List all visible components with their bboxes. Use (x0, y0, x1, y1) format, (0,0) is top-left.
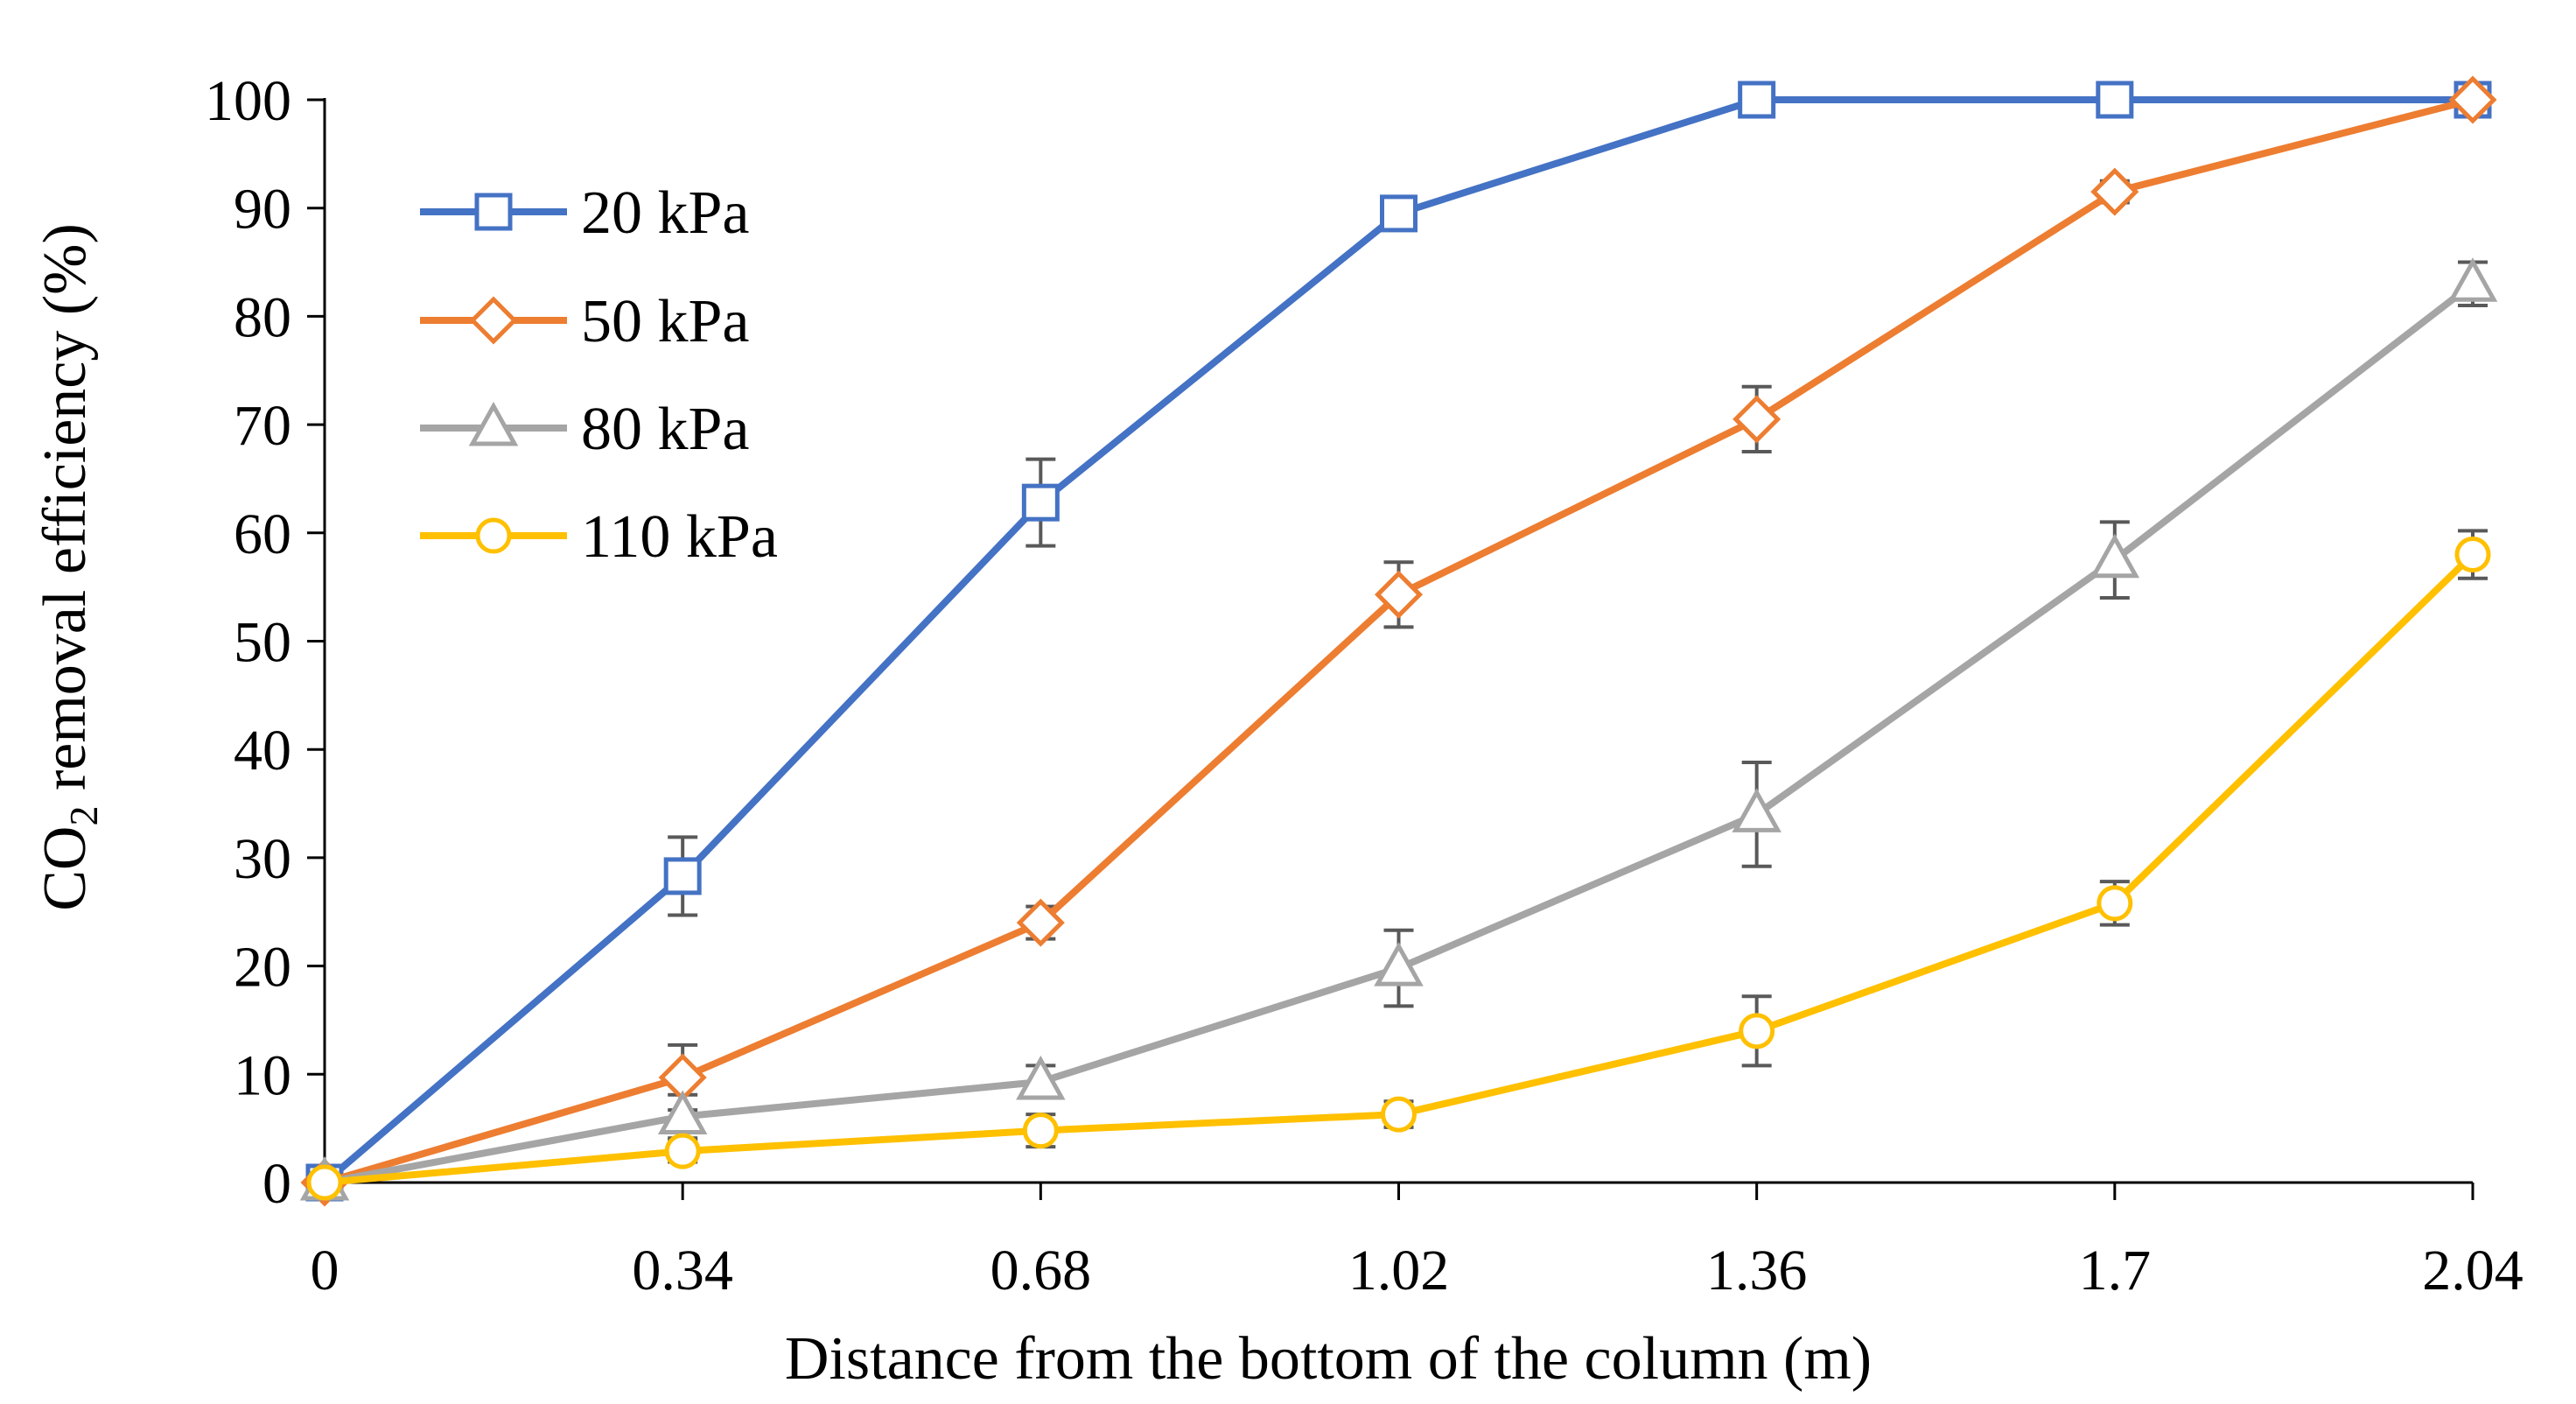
data-point-marker (1016, 898, 1065, 947)
y-tick-label: 70 (234, 394, 291, 458)
data-point-marker (2448, 75, 2497, 124)
data-point-marker (1381, 1096, 1417, 1133)
y-tick-label: 50 (234, 611, 291, 675)
y-tick-label: 40 (234, 719, 291, 783)
data-point-marker (1021, 483, 1060, 522)
data-point-marker (2090, 533, 2140, 579)
legend-label: 80 kPa (581, 396, 750, 463)
data-point-marker (1732, 395, 1782, 444)
series-line (321, 96, 2476, 1186)
legend-item: 80 kPa (420, 396, 750, 463)
data-point-marker (2454, 537, 2491, 573)
y-tick-label: 100 (205, 69, 291, 133)
series-layer (299, 75, 2498, 1207)
data-point-marker (1016, 1055, 1066, 1100)
axes-layer: 0 10 20 30 40 50 60 70 80 90 100 0 0.34 0.68 1.02 1.36 1… (205, 69, 2524, 1302)
data-point-marker (2090, 167, 2139, 216)
data-point-marker (1738, 81, 1776, 119)
series-line (321, 96, 2476, 1186)
y-tick-label: 60 (234, 502, 291, 566)
legend-label: 110 kPa (581, 503, 778, 571)
x-tick-label: 1.7 (2079, 1239, 2152, 1302)
legend-item: 110 kPa (420, 503, 778, 571)
x-axis-title: Distance from the bottom of the column (… (785, 1325, 1872, 1393)
legend-item: 20 kPa (420, 179, 750, 247)
y-axis-title-subscript: 2 (61, 806, 106, 826)
legend-label: 20 kPa (581, 179, 750, 247)
y-tick-label: 30 (234, 827, 291, 891)
y-tick-label: 20 (234, 936, 291, 1000)
x-tick-label: 2.04 (2422, 1239, 2524, 1302)
data-point-marker (1732, 788, 1782, 832)
data-point-marker (2096, 885, 2133, 922)
data-point-marker (664, 1133, 701, 1169)
legend-label: 50 kPa (581, 288, 750, 355)
x-tick-label: 1.36 (1706, 1239, 1808, 1302)
series-110-kpa (306, 537, 2491, 1201)
data-point-marker (2447, 257, 2498, 302)
y-axis-title-rest: removal efficiency (%) (32, 223, 99, 805)
series-20-kpa (305, 81, 2492, 1202)
legend-item: 50 kPa (420, 288, 750, 355)
data-point-marker (1739, 1013, 1775, 1049)
x-tick-label: 0 (311, 1239, 340, 1302)
data-point-marker (1374, 941, 1424, 986)
legend-swatch-marker (474, 193, 513, 231)
data-point-marker (306, 1164, 343, 1201)
x-tick-label: 0.68 (990, 1239, 1092, 1302)
data-point-marker (657, 1090, 708, 1135)
x-tick-label: 0.34 (632, 1239, 733, 1302)
errorbar-layer (668, 179, 2488, 1164)
data-point-marker (1380, 194, 1418, 233)
data-point-marker (1022, 1113, 1059, 1149)
data-point-marker (663, 857, 702, 895)
y-tick-label: 90 (234, 178, 291, 242)
data-point-marker (2096, 81, 2134, 119)
y-tick-label: 0 (262, 1152, 291, 1216)
legend: 20 kPa 50 kPa 80 kPa 110 kPa (420, 179, 778, 571)
legend-swatch-marker (475, 517, 512, 554)
y-tick-label: 10 (234, 1043, 291, 1107)
x-tick-label: 1.02 (1348, 1239, 1450, 1302)
legend-swatch-marker (468, 401, 519, 446)
series-50-kpa (300, 75, 2497, 1207)
legend-swatch-marker (469, 296, 518, 345)
series-80-kpa (299, 257, 2498, 1201)
y-axis-title-main: CO (32, 826, 99, 911)
y-tick-label: 80 (234, 285, 291, 349)
y-axis-title: CO2 removal efficiency (%) (32, 223, 106, 911)
data-point-marker (1374, 570, 1424, 619)
